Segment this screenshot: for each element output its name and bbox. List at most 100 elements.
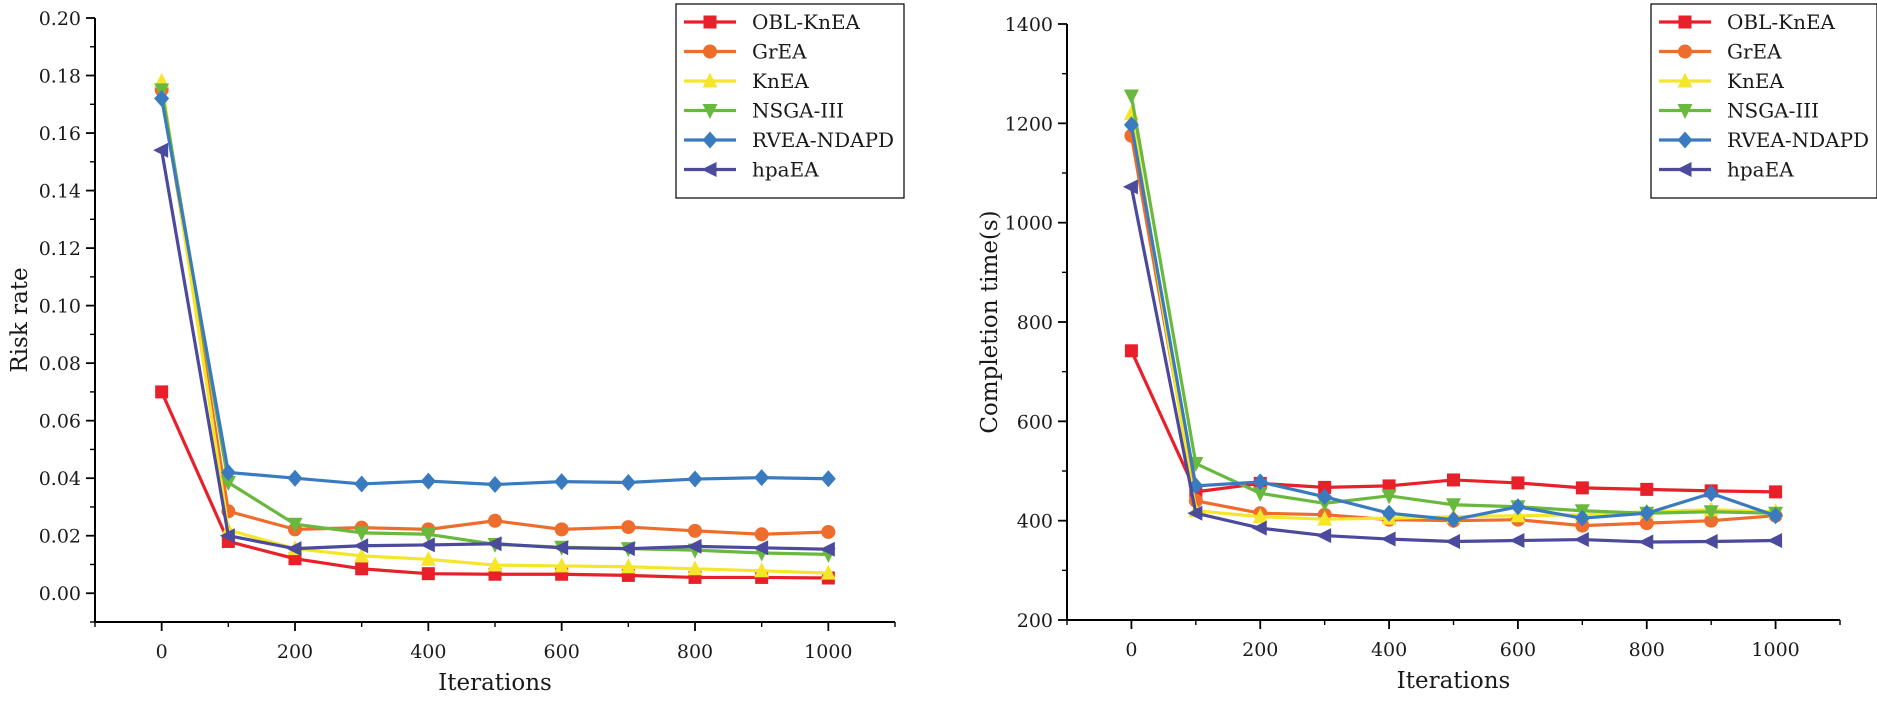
chart-2-x-tick-label: 0	[1125, 639, 1137, 661]
chart-1-y-tick-label: 0.10	[39, 296, 81, 318]
chart-2-legend-swatch-marker	[1677, 131, 1693, 149]
chart-1-series-knea-point	[420, 550, 436, 566]
chart-2-series-hpaea-point	[1187, 505, 1203, 521]
chart-1-legend-label: KnEA	[752, 69, 809, 93]
chart-1-series-grea-point	[554, 522, 569, 537]
chart-1-series-hpaea-point	[619, 541, 635, 557]
chart-1-series-grea-point	[821, 524, 836, 539]
chart-2-x-axis-title: Iterations	[1397, 668, 1511, 694]
chart-1-y-tick-label: 0.16	[39, 123, 81, 145]
chart-1-series-grea-point	[488, 513, 502, 528]
chart-2-legend-label: RVEA-NDAPD	[1727, 128, 1869, 152]
chart-2-series-rvea-ndapd-point	[1768, 507, 1784, 525]
chart-1-y-tick-label: 0.08	[39, 353, 81, 375]
chart-2-legend-label: OBL-KnEA	[1727, 10, 1836, 34]
chart-2-y-axis-title: Completion time(s)	[977, 210, 1003, 433]
chart-2-series-rvea-ndapd-point	[1317, 488, 1333, 506]
chart-1-x-tick-label: 800	[677, 641, 713, 663]
chart-2-x-tick-label: 400	[1371, 639, 1407, 661]
chart-1-series-rvea-ndapd-point	[687, 470, 703, 488]
chart-2-series-hpaea-point	[1638, 534, 1654, 550]
chart-1-series-hpaea-point	[419, 537, 435, 553]
chart-2-series-knea-point	[1317, 510, 1333, 526]
chart-1-series-obl-knea-point	[355, 562, 369, 576]
chart-1-legend-label: RVEA-NDAPD	[752, 128, 894, 152]
chart-1-legend-swatch-marker	[703, 15, 717, 29]
chart-2-series-obl-knea-point	[1124, 344, 1138, 358]
chart-1-series-rvea-ndapd-point	[820, 470, 836, 488]
chart-1-x-tick-label: 200	[277, 641, 313, 663]
chart-2-series-nsga-iii-point	[1446, 498, 1461, 514]
chart-1-series-hpaea-point	[219, 528, 235, 544]
chart-1-series-rvea-ndapd-point	[620, 474, 636, 492]
chart-2-series-hpaea-point	[1767, 533, 1783, 549]
chart-1-x-axis-title: Iterations	[438, 670, 552, 696]
chart-1-series-rvea-ndapd-point	[354, 475, 370, 493]
chart-1-series-rvea-ndapd-point	[487, 476, 503, 494]
chart-2-legend-label: hpaEA	[1727, 158, 1794, 182]
chart-2-series-hpaea-point	[1509, 533, 1525, 549]
chart-2-legend-label: KnEA	[1727, 69, 1784, 93]
chart-1-series-hpaea-point	[153, 142, 169, 158]
chart-2-series-rvea-ndapd	[1123, 116, 1784, 529]
chart-1-series-rvea-ndapd-point	[220, 463, 236, 481]
chart-1-series-hpaea-point	[353, 538, 369, 554]
chart-1-series-rvea-ndapd-point	[287, 469, 303, 487]
chart-2-y-tick-label: 600	[1017, 411, 1053, 433]
chart-2-series-obl-knea-point	[1769, 485, 1783, 499]
chart-2-series-rvea-ndapd-point	[1639, 504, 1655, 522]
chart-2-series-hpaea-point	[1445, 534, 1460, 550]
chart-2-series-obl-knea-point	[1382, 479, 1396, 493]
chart-1-series-grea-point	[621, 520, 636, 535]
chart-2-series-obl-knea-point	[1640, 482, 1654, 496]
chart-2-series-hpaea-point	[1251, 520, 1267, 536]
chart-1-series-obl-knea-point	[421, 567, 435, 581]
chart-2-y-tick-label: 200	[1017, 610, 1053, 632]
chart-1-series-knea-point	[687, 560, 703, 576]
chart-1-legend-label: OBL-KnEA	[752, 10, 861, 34]
chart-2-series-rvea-ndapd-point	[1252, 473, 1268, 491]
chart-1-series-knea-point	[487, 556, 503, 572]
chart-2-series-obl-knea-point	[1447, 473, 1460, 487]
chart-1-legend-swatch-marker	[702, 131, 718, 149]
chart-1-y-tick-label: 0.06	[39, 411, 81, 433]
chart-1-y-tick-label: 0.14	[39, 181, 81, 203]
chart-1-series-hpaea-point	[819, 541, 835, 557]
chart-1-series-knea-point	[754, 562, 770, 578]
chart-2-y-tick-label: 400	[1017, 511, 1053, 533]
chart-2-legend-label: NSGA-III	[1727, 99, 1819, 123]
chart-1-series-hpaea-point	[286, 541, 302, 557]
chart-2-series-rvea-ndapd-point	[1574, 509, 1590, 527]
chart-1-y-tick-label: 0.18	[39, 66, 81, 88]
chart-1-series-hpaea	[153, 142, 835, 557]
chart-1-x-tick-label: 600	[544, 641, 580, 663]
chart-2-x-tick-label: 1000	[1751, 639, 1799, 661]
chart-2-x-tick-label: 600	[1500, 639, 1536, 661]
chart-1-series-hpaea-point	[486, 536, 502, 552]
chart-1-legend-label: NSGA-III	[752, 99, 844, 123]
chart-1-x-tick-label: 0	[156, 641, 168, 663]
chart-2-series-hpaea-point	[1702, 534, 1718, 550]
chart-2: 200 400 600 800 1000 1200 1400 0 200 400 600 800 100…	[977, 3, 1877, 694]
chart-1-y-axis-title: Risk rate	[7, 267, 33, 372]
chart-2-legend: OBL-KnEA GrEA KnEA NSGA-III RVEA-NDAPD hpaEA	[1650, 3, 1877, 199]
chart-2-y-tick-label: 800	[1017, 312, 1053, 334]
chart-1-series-hpaea-point	[753, 540, 769, 556]
chart-1-legend: OBL-KnEA GrEA KnEA NSGA-III RVEA-NDAPD hpaEA	[675, 3, 905, 199]
chart-1-y-tick-label: 0.02	[39, 526, 81, 548]
chart-2-x-tick-label: 200	[1242, 639, 1278, 661]
chart-1-legend-label: GrEA	[752, 40, 807, 64]
chart-2-series-grea-point	[1704, 513, 1719, 528]
chart-2-series-obl-knea-point	[1511, 476, 1525, 490]
chart-2-series-hpaea	[1122, 179, 1783, 550]
chart-2-series-rvea-ndapd-point	[1703, 484, 1719, 502]
chart-1-x-tick-label: 1000	[804, 641, 852, 663]
chart-1-series-rvea-ndapd-point	[754, 469, 770, 487]
chart-1-y-tick-label: 0.00	[39, 583, 81, 605]
chart-2-series-rvea-ndapd-point	[1446, 511, 1461, 529]
chart-1-series-knea-point	[620, 558, 636, 574]
chart-2-series-obl-knea-point	[1575, 481, 1589, 495]
chart-1-series-obl-knea-point	[155, 385, 169, 399]
